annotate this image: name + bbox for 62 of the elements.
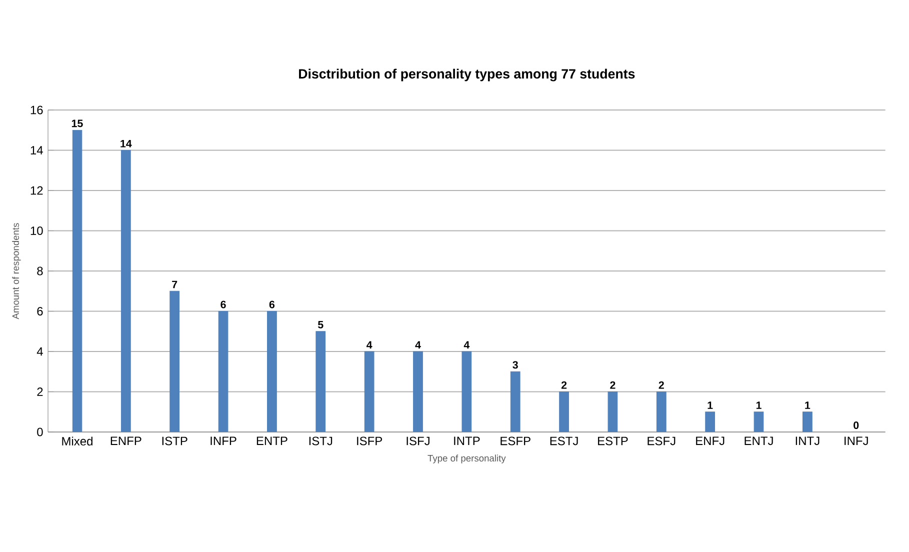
bar [120,150,131,432]
y-tick-label: 0 [37,428,43,436]
bar [218,310,228,432]
x-tick-label: INTJ [796,436,820,446]
x-axis-title: Type of personality [428,454,506,464]
x-tick-label: INFJ [844,436,868,446]
data-label: 3 [512,361,518,369]
bar [316,331,326,432]
bar [364,351,374,432]
x-tick-label: ISTP [162,436,188,446]
bar [705,412,716,432]
bar [267,310,277,432]
bar [656,391,666,432]
x-tick-label: INFP [210,436,236,445]
x-tick-label: ESFJ [648,436,676,446]
data-label: 2 [610,381,616,389]
bar [413,351,423,432]
y-tick-label: 8 [37,266,43,276]
data-label: 1 [756,402,762,409]
data-label: 7 [172,280,178,288]
data-label: 2 [658,381,664,389]
bar [72,130,82,432]
data-label: 4 [366,341,372,349]
x-tick-label: ENFJ [696,436,724,446]
x-tick-label: ISTJ [309,436,332,446]
data-label: 2 [561,381,567,389]
data-label: 1 [708,402,713,409]
y-tick-label: 6 [37,306,43,316]
bar [608,391,618,432]
y-tick-label: 4 [36,347,43,356]
x-tick-label: ISFJ [406,436,430,446]
chart-title: Disctribution of personality types among 77 students [299,68,635,82]
x-tick-label: INTP [454,436,480,445]
x-tick-label: Mixed [62,436,92,446]
data-label: 14 [120,140,132,148]
data-label: 1 [805,402,810,409]
bar [170,290,180,432]
y-tick-label: 12 [30,186,43,195]
y-tick-label: 16 [30,106,43,114]
y-tick-label: 10 [30,226,43,235]
y-axis-title: Amount of respondents [12,223,21,320]
data-label: 0 [854,422,859,430]
data-label: 4 [464,341,470,349]
y-tick-label: 2 [37,388,43,396]
bar [802,412,812,432]
data-label: 4 [415,341,421,349]
data-label: 6 [220,300,226,308]
data-label: 5 [318,320,324,328]
y-tick-label: 14 [30,146,43,154]
data-label: 15 [72,120,83,128]
bar [462,351,472,432]
x-tick-label: ESFP [500,436,530,446]
x-tick-label: ESTP [598,436,628,446]
bar [754,412,764,432]
x-tick-label: ESTJ [550,436,578,446]
x-tick-label: ENTJ [744,436,773,446]
data-label: 6 [269,300,275,308]
bar [510,371,520,432]
x-tick-label: ENFP [110,436,142,445]
x-tick-label: ISFP [357,436,382,446]
bar [559,391,569,432]
x-tick-label: ENTP [256,436,288,445]
